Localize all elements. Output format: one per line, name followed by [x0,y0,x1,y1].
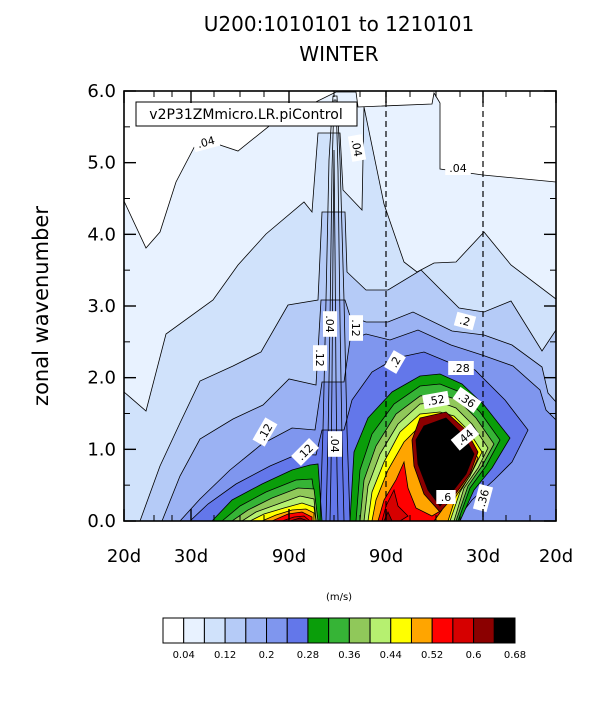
band-0.6 [289,511,393,521]
y-tick-label: 3.0 [87,296,116,317]
contour-label-text: .12 [349,319,362,337]
contour-label-text: .04 [328,435,341,453]
y-axis-label: zonal wavenumber [29,206,53,406]
contour-label: .12 [349,315,363,341]
x-axis: 20d 30d 90d 90d 30d 20d [107,91,573,567]
contour-label: .36 [472,483,494,513]
contour-label: .6 [436,490,456,504]
contour-label-bg [290,437,320,467]
colorbar-label: 0.52 [421,650,443,661]
contour-label-bg [347,134,367,162]
colorbar-label: 0.2 [259,650,275,661]
colorbar-label: 0.28 [297,650,319,661]
colorbar-swatch [203,617,226,644]
contour-label-text: .2 [458,314,472,329]
y-tick-label: 5.0 [87,153,116,174]
contour-label: .04 [328,431,342,457]
x-tick-label: 90d [369,546,403,567]
contour-label-text: .04 [349,138,365,157]
contour-label: .04 [323,311,337,337]
colorbar-swatch [286,617,309,644]
legend-label: v2P31ZMmicro.LR.piControl [149,107,342,123]
contour-label-bg [313,345,327,371]
contour-label-text: .04 [323,315,336,333]
contour-label: .12 [313,345,327,371]
contour-label: .52 [422,390,450,410]
contour-label-bg [252,417,278,447]
contour-label-bg [328,431,342,457]
contour-label-bg [472,483,494,513]
contour-label-bg [349,315,363,341]
contour-label-bg [448,361,474,375]
colorbar-label: 0.44 [380,650,402,661]
colorbar-label: 0.04 [173,650,195,661]
contour-label-text: .12 [313,349,326,367]
contour-label: .04 [445,161,471,175]
contour-label-text: .52 [426,393,445,409]
chart-title-line2: WINTER [299,42,378,66]
colorbar-swatch [328,617,350,644]
contour-label-text: .6 [441,491,452,504]
legend-box [135,101,358,127]
colorbar-swatch [452,617,475,644]
colorbar-swatch [245,617,268,644]
colorbar-label: 0.12 [214,650,236,661]
colorbar-swatch [183,617,205,644]
colorbar-swatch [431,617,454,644]
colorbar: 0.04 0.12 0.2 0.28 0.36 0.44 0.52 0.6 0.68 [162,617,526,661]
contour-label-bg [445,161,471,175]
contour-label: .2 [384,350,406,374]
contour-label-bg [453,311,477,331]
colorbar-swatch [473,617,495,644]
y-tick-label: 1.0 [87,439,116,460]
chart-title-line1: U200:1010101 to 1210101 [204,12,475,36]
colorbar-swatch [224,617,247,644]
y-tick-label: 4.0 [87,224,116,245]
contour-label: .28 [448,361,474,375]
y-axis: 0.0 1.0 2.0 3.0 4.0 5.0 6.0 [87,81,556,532]
x-tick-label: 30d [174,546,208,567]
colorbar-swatch [493,617,516,644]
contour-label-bg [436,490,456,504]
y-tick-label: 2.0 [87,368,116,389]
x-tick-label: 20d [539,546,573,567]
contour-label-text: .28 [452,362,470,375]
contour-label: .04 [191,131,221,153]
colorbar-swatch [162,617,185,644]
contour-label-text: .04 [449,162,467,175]
colorbar-swatch [369,617,392,644]
colorbar-swatch [348,617,371,644]
x-tick-label: 30d [466,546,500,567]
contour-label-text: .04 [196,134,216,151]
y-tick-label: 0.0 [87,511,116,532]
contour-label-bg [450,423,480,451]
contour-label: .2 [453,311,477,331]
colorbar-label: 0.6 [466,650,482,661]
colorbar-swatch [390,617,412,644]
x-tick-label: 20d [107,546,141,567]
x-tick-label: 90d [272,546,306,567]
units-label: (m/s) [326,592,352,603]
colorbar-label: 0.36 [338,650,360,661]
contour-plot-area [124,91,556,521]
contour-label-bg [384,350,406,374]
contour-label-text: .36 [475,488,492,508]
contour-label-bg [422,390,450,410]
colorbar-swatch [307,617,330,644]
band-0.52 [271,460,443,521]
colorbar-swatch [410,617,433,644]
contour-label-bg [191,131,221,153]
y-tick-label: 6.0 [87,81,116,102]
colorbar-label: 0.68 [504,650,526,661]
contour-label: .04 [347,134,367,162]
colorbar-swatch [266,617,288,644]
contour-label-bg [452,386,482,414]
jet-contour [325,99,345,521]
contour-label-bg [323,311,337,337]
